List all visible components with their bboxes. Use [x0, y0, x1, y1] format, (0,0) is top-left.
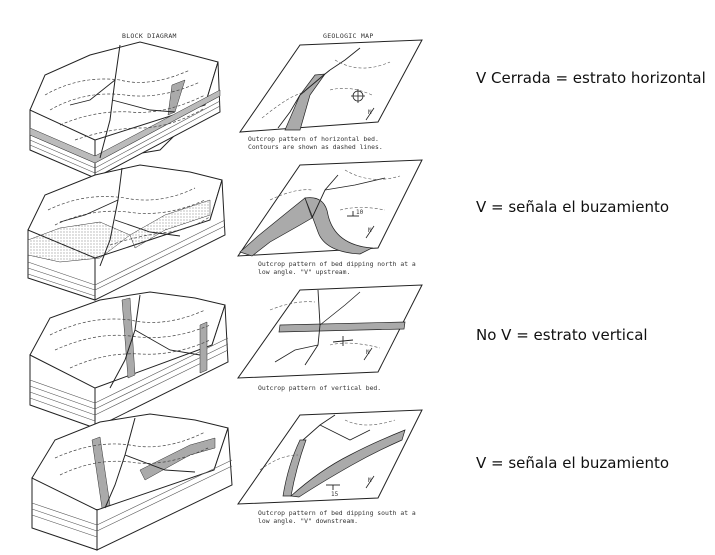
annotation-horizontal-bed: V Cerrada = estrato horizontal [476, 69, 706, 87]
dip-symbol-north-icon: 10 [347, 209, 364, 217]
block-diagram-dipping-north [27, 164, 226, 301]
block-diagram-dipping-south [31, 413, 233, 551]
dip-label-north: 10 [356, 209, 364, 216]
north-arrow-icon: N [363, 347, 373, 361]
caption-panel-1-line-1: Outcrop pattern of horizontal bed. [248, 135, 379, 143]
annotation-vertical-bed: No V = estrato vertical [476, 326, 648, 344]
block-diagram-horizontal [29, 41, 221, 179]
caption-panel-2-line-2: low angle. "V" upstream. [258, 268, 350, 276]
svg-text:N: N [366, 349, 370, 356]
caption-panel-4-line-2: low angle. "V" downstream. [258, 517, 358, 525]
north-arrow-icon: N [365, 475, 375, 489]
caption-panel-4-line-1: Outcrop pattern of bed dipping south at … [258, 509, 416, 517]
dip-symbol-south-icon: 15 [326, 484, 340, 498]
svg-text:N: N [368, 477, 372, 484]
header-block-diagram: BLOCK DIAGRAM [122, 32, 177, 40]
geology-figure: BLOCK DIAGRAM GEOLOGIC MAP [27, 32, 423, 551]
geologic-map-vertical: N Outcrop pattern of vertical bed. [237, 284, 423, 392]
north-arrow-icon: N [365, 107, 375, 121]
caption-panel-2-line-1: Outcrop pattern of bed dipping north at … [258, 260, 416, 268]
annotation-dip-north: V = señala el buzamiento [476, 198, 670, 216]
geologic-map-dipping-north: 10 N Outcrop pattern of bed dipping nort… [237, 159, 423, 276]
dip-label-south: 15 [331, 491, 339, 498]
caption-panel-3-line-1: Outcrop pattern of vertical bed. [258, 384, 381, 392]
geologic-map-horizontal: N Outcrop pattern of horizontal bed. Con… [238, 39, 423, 151]
block-diagram-vertical [29, 291, 229, 429]
geologic-map-dipping-south: 15 N Outcrop pattern of bed dipping sout… [237, 409, 423, 525]
svg-text:N: N [368, 109, 372, 116]
caption-panel-1-line-2: Contours are shown as dashed lines. [248, 143, 383, 151]
north-arrow-icon: N [365, 225, 375, 239]
vertical-bed-symbol-icon [332, 336, 354, 346]
svg-text:N: N [368, 227, 372, 234]
header-geologic-map: GEOLOGIC MAP [323, 32, 374, 40]
annotation-dip-south: V = señala el buzamiento [476, 454, 670, 472]
